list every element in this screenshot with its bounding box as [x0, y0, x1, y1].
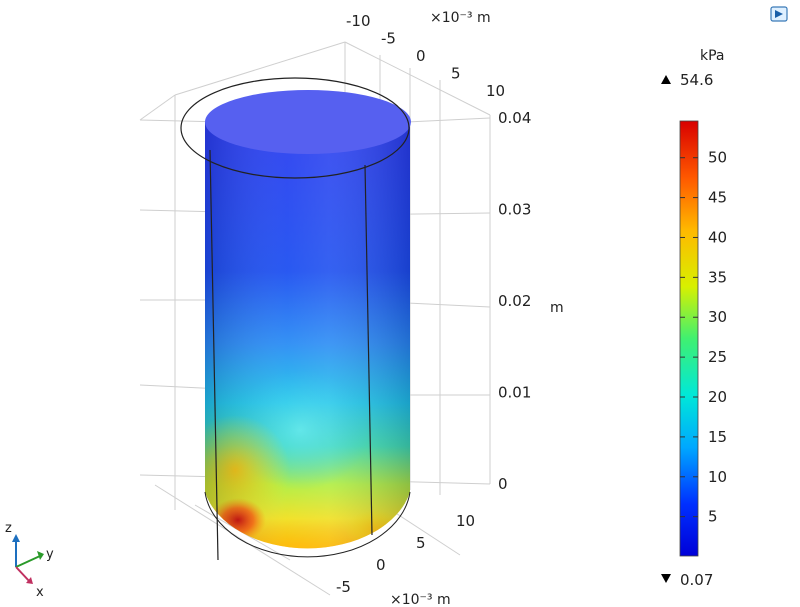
y-arrow-icon	[37, 551, 44, 560]
bottom-x-axis: -5 0 5 10 ×10⁻³ m	[336, 512, 475, 607]
colorbar-tick-label: 20	[708, 388, 727, 406]
min-triangle-icon	[661, 574, 671, 583]
z-tick-label: 0	[498, 475, 508, 493]
cylinder-top-cap	[205, 90, 411, 154]
z-tick-label: 0.01	[498, 384, 531, 402]
z-axis-unit: m	[550, 300, 564, 316]
z-tick-label: 0.03	[498, 201, 531, 219]
bottom-axis-tick-label: 0	[376, 556, 386, 574]
bottom-axis-tick-label: 5	[416, 534, 426, 552]
bottom-axis-tick-label: 10	[456, 512, 475, 530]
z-arrow-icon	[12, 534, 20, 542]
triad-y-label: y	[46, 547, 54, 562]
colorbar-tick-label: 10	[708, 468, 727, 486]
max-triangle-icon	[661, 75, 671, 84]
colorbar-gradient-bar	[679, 120, 699, 557]
triad-x-label: x	[36, 585, 44, 600]
top-axis-tick-label: 0	[416, 47, 426, 65]
colorbar-tick-label: 50	[708, 149, 727, 167]
colorbar-tick-label: 15	[708, 428, 727, 446]
cylinder-top-outline	[180, 77, 410, 179]
colorbar-tick-label: 35	[708, 268, 727, 286]
axis-triad: z y x	[5, 521, 54, 600]
colorbar-max-label: 54.6	[680, 71, 713, 89]
top-axis-tick-label: 5	[451, 65, 461, 83]
colorbar-tick-label: 45	[708, 189, 727, 207]
top-x-axis: -10 -5 0 5 10 ×10⁻³ m	[346, 10, 505, 100]
bottom-axis-unit: ×10⁻³ m	[390, 592, 451, 607]
z-axis: 0 0.01 0.02 0.03 0.04 m	[498, 109, 564, 493]
colorbar-tick-label: 40	[708, 228, 727, 246]
colorbar-tick-label: 30	[708, 308, 727, 326]
bottom-axis-tick-label: -5	[336, 578, 351, 596]
colorbar-tick-label: 25	[708, 348, 727, 366]
x-arrow-icon	[26, 577, 33, 584]
colorbar-unit: kPa	[700, 48, 725, 64]
triad-z-label: z	[5, 521, 12, 536]
top-axis-tick-label: 10	[486, 82, 505, 100]
colorbar-min-label: 0.07	[680, 571, 713, 589]
colorbar-tick-label: 5	[708, 508, 718, 526]
z-tick-label: 0.04	[498, 109, 531, 127]
top-axis-tick-label: -5	[381, 30, 396, 48]
top-axis-unit: ×10⁻³ m	[430, 10, 491, 26]
cylinder-surface	[180, 77, 411, 561]
colorbar: 5 10 15 20 25 30 35 40 45 50 kPa 54.6 0.07	[661, 48, 727, 589]
top-axis-tick-label: -10	[346, 12, 371, 30]
view-toolbar-icon[interactable]	[770, 6, 788, 22]
z-tick-label: 0.02	[498, 292, 531, 310]
